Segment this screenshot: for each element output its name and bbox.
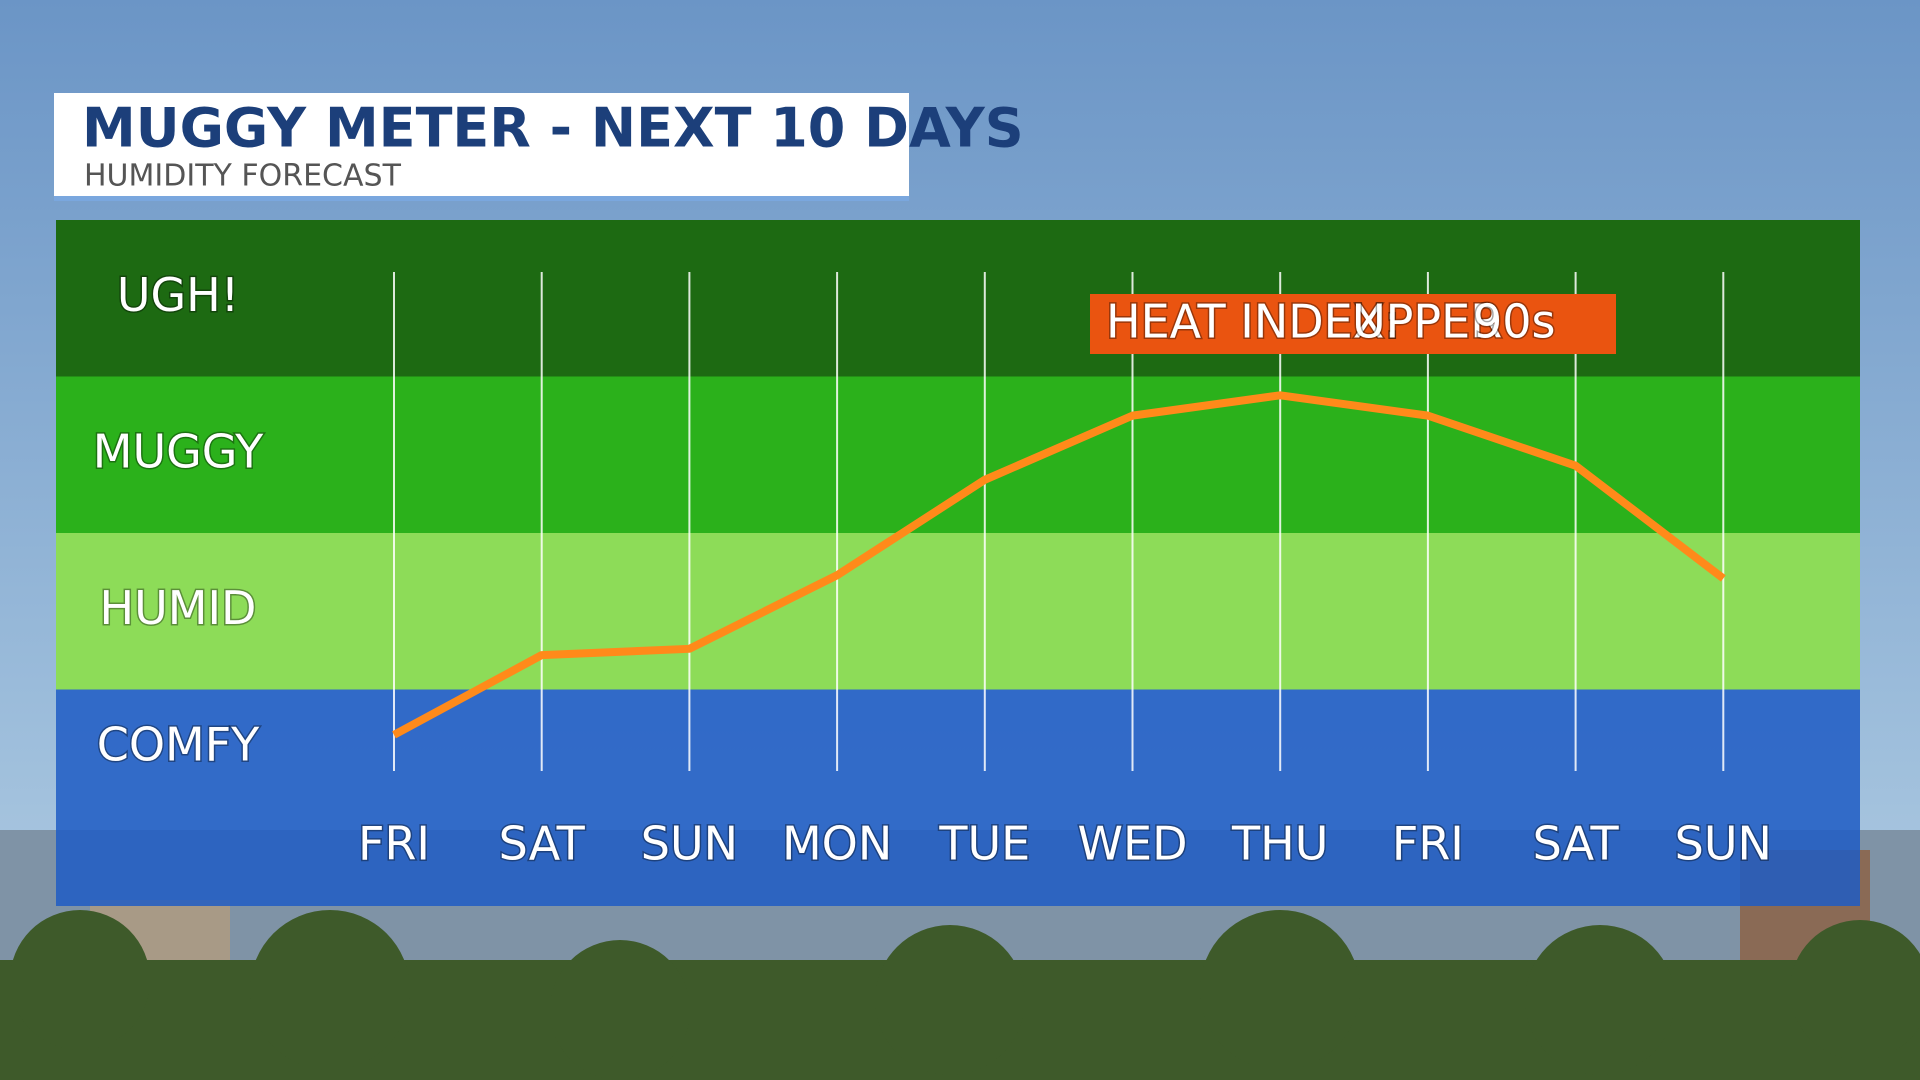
annotation-text: UPPER — [1352, 295, 1502, 349]
trees — [0, 910, 1920, 1080]
y-tick-label: UGH! — [117, 268, 239, 322]
x-tick-label: SAT — [1533, 817, 1620, 871]
x-tick-label: FRI — [1392, 817, 1464, 871]
x-tick-label: TUE — [938, 817, 1030, 871]
x-tick-label: SAT — [499, 817, 586, 871]
y-tick-label: COMFY — [97, 717, 260, 771]
x-tick-label: WED — [1078, 817, 1188, 871]
annotation-text: HEAT INDEX: — [1106, 295, 1400, 349]
y-tick-label: MUGGY — [93, 424, 264, 478]
x-tick-label: MON — [782, 817, 892, 871]
title-box — [54, 93, 909, 200]
annotation-box — [1090, 294, 1616, 354]
plot-area: COMFY HUMID MUGGY UGH! FRI SAT SUN MON TUE WED THU… — [56, 220, 1860, 906]
x-tick-label: SUN — [1675, 817, 1772, 871]
title-underline — [54, 196, 909, 201]
band — [56, 376, 1860, 533]
humidity-line — [392, 391, 1726, 739]
x-tick-label: THU — [1231, 817, 1328, 871]
chart-subtitle: HUMIDITY FORECAST — [84, 159, 402, 194]
y-tick-label: HUMID — [100, 581, 257, 635]
annotation-text: 90s — [1473, 295, 1556, 349]
x-tick-label: SUN — [641, 817, 738, 871]
chart-title: MUGGY METER - NEXT 10 DAYS — [82, 97, 1024, 160]
band — [56, 533, 1860, 690]
x-tick-label: FRI — [358, 817, 430, 871]
band — [56, 689, 1860, 906]
